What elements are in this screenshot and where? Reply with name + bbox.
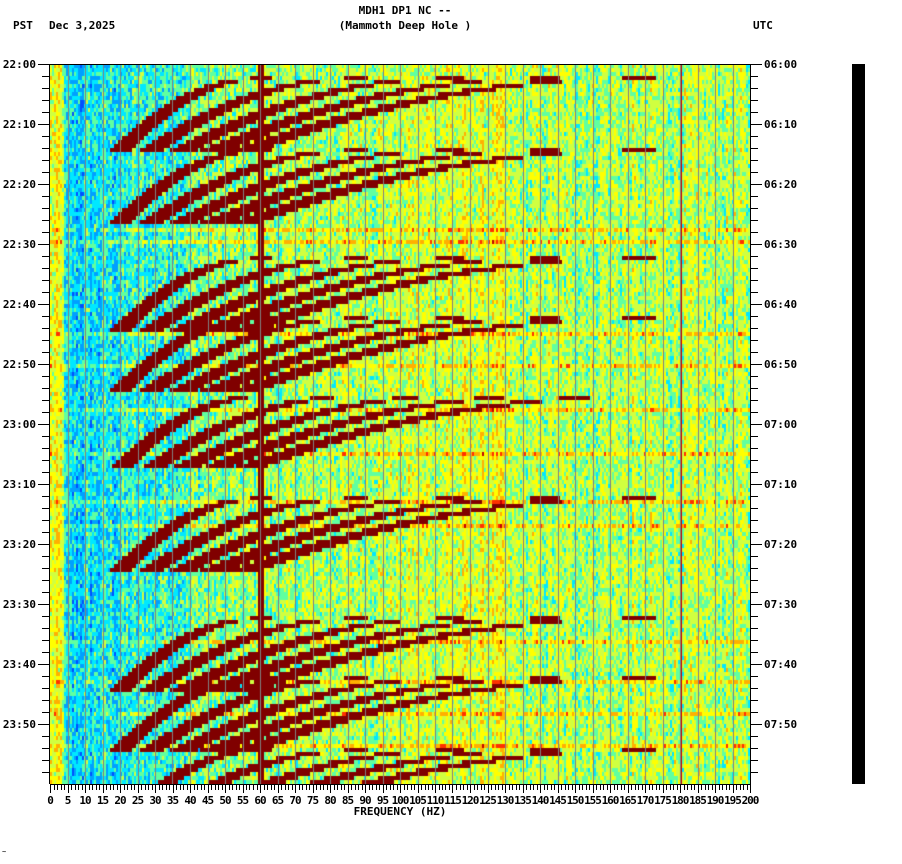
spectrogram-canvas: [50, 64, 750, 784]
y-tick-label-right: 06:00: [764, 58, 798, 71]
x-tick-label: 45: [201, 794, 214, 807]
y-tick-label-left: 23:30: [2, 598, 36, 611]
x-tick-label: 165: [619, 794, 637, 807]
x-tick-label: 140: [531, 794, 550, 807]
x-tick-label: 35: [166, 794, 179, 807]
x-tick-label: 20: [114, 794, 126, 807]
spectrogram-plot: [50, 64, 750, 784]
y-tick-label-left: 23:40: [2, 658, 36, 671]
location-title: (Mammoth Deep Hole ): [338, 19, 472, 32]
y-tick-label-left: 22:30: [2, 238, 36, 251]
x-tick-label: 135: [514, 794, 532, 807]
x-tick-label: 150: [566, 794, 585, 807]
x-tick-label: 175: [654, 794, 672, 807]
x-tick-label: 10: [79, 794, 91, 807]
y-tick-label-right: 06:30: [764, 238, 798, 251]
y-tick-label-right: 07:20: [764, 538, 798, 551]
x-axis-title: FREQUENCY (HZ): [353, 805, 447, 818]
x-tick-label: 85: [341, 794, 354, 807]
y-tick-label-left: 22:50: [2, 358, 36, 371]
corner-mark: ~: [2, 848, 7, 856]
y-tick-label-right: 06:40: [764, 298, 798, 311]
x-tick-label: 50: [219, 794, 231, 807]
x-tick-label: 70: [289, 794, 301, 807]
x-tick-label: 60: [254, 794, 266, 807]
x-tick-label: 80: [324, 794, 336, 807]
y-tick-label-left: 22:10: [2, 118, 36, 131]
x-tick-label: 110: [426, 794, 445, 807]
y-tick-label-right: 07:10: [764, 478, 798, 491]
x-tick-label: 65: [271, 794, 284, 807]
x-tick-label: 55: [236, 794, 249, 807]
x-tick-label: 185: [689, 794, 707, 807]
x-tick-label: 15: [96, 794, 109, 807]
y-tick-label-left: 22:40: [2, 298, 36, 311]
x-tick-label: 90: [359, 794, 371, 807]
x-tick-label: 120: [461, 794, 480, 807]
x-tick-label: 180: [671, 794, 690, 807]
x-tick-label: 30: [149, 794, 161, 807]
y-tick-label-left: 23:00: [2, 418, 36, 431]
x-tick-label: 190: [706, 794, 725, 807]
date-label: Dec 3,2025: [49, 19, 116, 32]
x-tick-label: 25: [131, 794, 144, 807]
y-tick-label-right: 07:00: [764, 418, 798, 431]
y-tick-label-left: 23:10: [2, 478, 36, 491]
station-title: MDH1 DP1 NC --: [358, 4, 452, 17]
x-tick-label: 125: [479, 794, 497, 807]
x-tick-label: 40: [184, 794, 196, 807]
y-tick-label-right: 06:50: [764, 358, 798, 371]
x-tick-label: 170: [636, 794, 655, 807]
right-timezone-label: UTC: [753, 19, 773, 32]
x-tick-label: 130: [496, 794, 515, 807]
y-tick-label-left: 22:00: [2, 58, 36, 71]
x-tick-label: 0: [47, 794, 54, 807]
left-timezone-label: PST: [13, 19, 33, 32]
x-tick-label: 155: [584, 794, 602, 807]
x-tick-label: 100: [391, 794, 410, 807]
y-tick-label-right: 07:50: [764, 718, 798, 731]
y-tick-label-right: 07:40: [764, 658, 798, 671]
y-tick-label-left: 23:20: [2, 538, 36, 551]
x-tick-label: 95: [376, 794, 389, 807]
x-tick-label: 105: [409, 794, 427, 807]
x-tick-label: 195: [724, 794, 742, 807]
amplitude-trace-bar: [852, 64, 865, 784]
x-tick-label: 200: [741, 794, 760, 807]
x-tick-label: 75: [306, 794, 319, 807]
x-tick-label: 5: [64, 794, 72, 807]
y-tick-label-left: 23:50: [2, 718, 36, 731]
y-tick-label-right: 07:30: [764, 598, 798, 611]
y-tick-label-right: 06:10: [764, 118, 798, 131]
x-tick-label: 115: [444, 794, 462, 807]
x-tick-label: 160: [601, 794, 620, 807]
y-tick-label-left: 22:20: [2, 178, 36, 191]
x-tick-label: 145: [549, 794, 567, 807]
y-tick-label-right: 06:20: [764, 178, 798, 191]
